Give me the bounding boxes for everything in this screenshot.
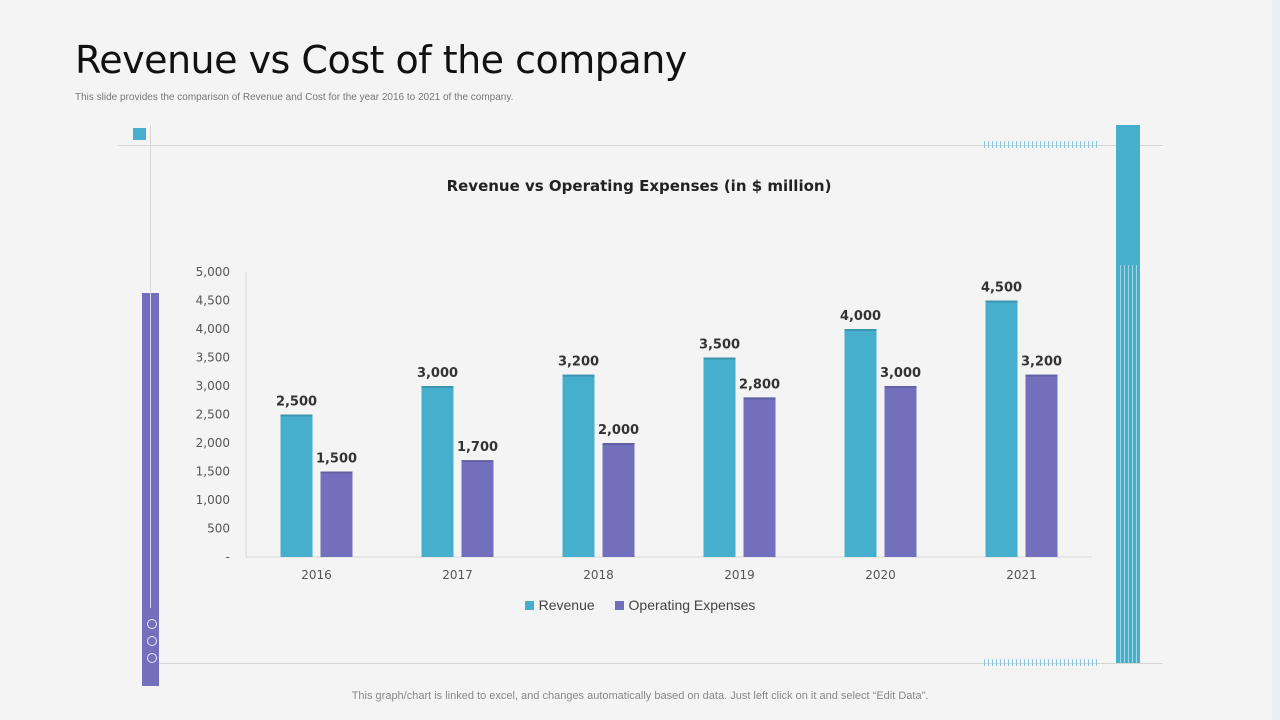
data-label-revenue: 2,500	[276, 395, 317, 410]
x-tick-label: 2020	[865, 568, 896, 582]
bar-top-edge	[884, 386, 917, 388]
top-rule	[118, 145, 1163, 146]
chart-title: Revenue vs Operating Expenses (in $ mill…	[447, 177, 832, 195]
y-tick-label: 4,000	[196, 322, 230, 336]
legend-item-expenses: Operating Expenses	[614, 597, 756, 613]
blue-bar-line	[1124, 265, 1125, 663]
bar-top-edge	[985, 300, 1018, 303]
data-label-revenue: 3,200	[558, 355, 599, 370]
data-label-expenses: 2,000	[598, 423, 639, 438]
x-tick-label: 2017	[442, 568, 473, 582]
circle-icon	[147, 653, 157, 663]
bar-top-edge	[1025, 374, 1058, 377]
accent-square	[133, 128, 146, 140]
x-tick-label: 2021	[1006, 568, 1037, 582]
bar-revenue-2019	[703, 357, 736, 557]
data-label-expenses: 3,200	[1021, 355, 1062, 370]
top-tick-strip	[984, 141, 1098, 148]
legend-swatch-revenue	[524, 601, 534, 610]
x-tick-label: 2018	[583, 568, 614, 582]
purple-bar-line	[150, 293, 151, 608]
chart-legend: Revenue Operating Expenses	[0, 597, 1280, 613]
bar-revenue-2018	[562, 374, 595, 557]
bar-revenue-2021	[985, 300, 1018, 557]
right-edge-strip	[1272, 0, 1280, 720]
x-tick-label: 2019	[724, 568, 755, 582]
data-label-revenue: 4,000	[840, 309, 881, 324]
blue-bar-line	[1136, 265, 1137, 663]
y-tick-label: 1,000	[196, 493, 230, 507]
footer-note: This graph/chart is linked to excel, and…	[351, 690, 929, 702]
data-label-revenue: 3,500	[699, 338, 740, 353]
y-tick-label: 1,500	[196, 465, 230, 479]
data-label-expenses: 1,500	[316, 452, 357, 467]
bar-expenses-2017	[461, 460, 494, 557]
bar-revenue-2020	[844, 329, 877, 557]
bar-top-edge	[320, 471, 353, 474]
legend-label-expenses: Operating Expenses	[628, 597, 756, 613]
y-tick-label: 500	[207, 522, 230, 536]
bar-top-edge	[602, 443, 635, 445]
y-tick-label: -	[226, 550, 230, 564]
data-label-expenses: 2,800	[739, 377, 780, 392]
legend-swatch-expenses	[614, 601, 624, 610]
slide-subtitle: This slide provides the comparison of Re…	[75, 92, 514, 103]
bar-expenses-2016	[320, 471, 353, 557]
bar-top-edge	[844, 329, 877, 331]
bar-top-edge	[421, 386, 454, 388]
blue-bar-line	[1120, 265, 1121, 663]
bar-expenses-2020	[884, 386, 917, 557]
y-tick-label: 3,000	[196, 379, 230, 393]
bar-expenses-2018	[602, 443, 635, 557]
y-tick-label: 2,000	[196, 436, 230, 450]
bar-top-edge	[703, 357, 736, 360]
bar-expenses-2021	[1025, 374, 1058, 557]
bottom-rule	[150, 663, 1163, 664]
x-tick-label: 2016	[301, 568, 332, 582]
bottom-tick-strip	[984, 659, 1098, 666]
blue-bar-line	[1132, 265, 1133, 663]
data-label-expenses: 3,000	[880, 366, 921, 381]
data-label-expenses: 1,700	[457, 440, 498, 455]
legend-item-revenue: Revenue	[524, 597, 595, 613]
bar-revenue-2016	[280, 414, 313, 557]
legend-label-revenue: Revenue	[538, 597, 595, 613]
bar-top-edge	[743, 397, 776, 400]
left-vline	[150, 125, 151, 295]
blue-bar-line	[1128, 265, 1129, 663]
bar-revenue-2017	[421, 386, 454, 557]
y-tick-label: 4,500	[196, 294, 230, 308]
bar-top-edge	[461, 460, 494, 463]
left-purple-bar	[142, 293, 159, 686]
bar-top-edge	[562, 374, 595, 377]
bar-top-edge	[280, 414, 313, 417]
data-label-revenue: 4,500	[981, 281, 1022, 296]
circle-icon	[147, 619, 157, 629]
y-tick-label: 3,500	[196, 351, 230, 365]
bar-expenses-2019	[743, 397, 776, 557]
circle-icon	[147, 636, 157, 646]
data-label-revenue: 3,000	[417, 366, 458, 381]
y-tick-label: 5,000	[196, 265, 230, 279]
slide-title: Revenue vs Cost of the company	[75, 38, 687, 82]
y-tick-label: 2,500	[196, 408, 230, 422]
right-blue-bar	[1116, 125, 1140, 663]
